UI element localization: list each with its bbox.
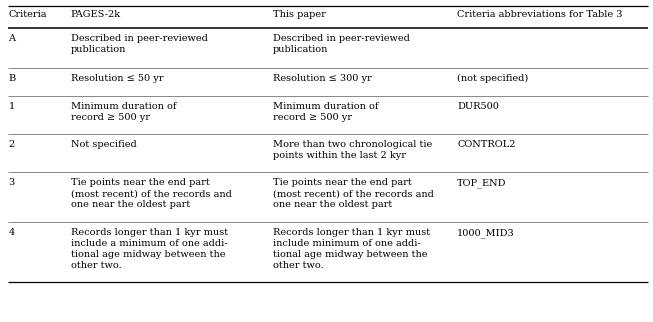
Text: TOP_END: TOP_END: [457, 178, 507, 188]
Text: Criteria: Criteria: [8, 10, 47, 19]
Text: Not specified: Not specified: [71, 140, 136, 149]
Text: CONTROL2: CONTROL2: [457, 140, 516, 149]
Text: Resolution ≤ 300 yr: Resolution ≤ 300 yr: [273, 74, 372, 83]
Text: (not specified): (not specified): [457, 74, 528, 83]
Text: Minimum duration of
record ≥ 500 yr: Minimum duration of record ≥ 500 yr: [71, 102, 176, 122]
Text: Described in peer-reviewed
publication: Described in peer-reviewed publication: [273, 34, 410, 54]
Text: PAGES-2k: PAGES-2k: [71, 10, 121, 19]
Text: This paper: This paper: [273, 10, 326, 19]
Text: More than two chronological tie
points within the last 2 kyr: More than two chronological tie points w…: [273, 140, 432, 160]
Text: Minimum duration of
record ≥ 500 yr: Minimum duration of record ≥ 500 yr: [273, 102, 379, 122]
Text: Described in peer-reviewed
publication: Described in peer-reviewed publication: [71, 34, 208, 54]
Text: Tie points near the end part
(most recent) of the records and
one near the oldes: Tie points near the end part (most recen…: [273, 178, 434, 209]
Text: Records longer than 1 kyr must
include minimum of one addi-
tional age midway be: Records longer than 1 kyr must include m…: [273, 228, 430, 270]
Text: 1: 1: [8, 102, 15, 111]
Text: 2: 2: [8, 140, 15, 149]
Text: A: A: [8, 34, 16, 43]
Text: Criteria abbreviations for Table 3: Criteria abbreviations for Table 3: [457, 10, 622, 19]
Text: B: B: [8, 74, 16, 83]
Text: 3: 3: [8, 178, 15, 187]
Text: 4: 4: [8, 228, 15, 237]
Text: 1000_MID3: 1000_MID3: [457, 228, 515, 238]
Text: Resolution ≤ 50 yr: Resolution ≤ 50 yr: [71, 74, 163, 83]
Text: Records longer than 1 kyr must
include a minimum of one addi-
tional age midway : Records longer than 1 kyr must include a…: [71, 228, 228, 270]
Text: DUR500: DUR500: [457, 102, 499, 111]
Text: Tie points near the end part
(most recent) of the records and
one near the oldes: Tie points near the end part (most recen…: [71, 178, 231, 209]
